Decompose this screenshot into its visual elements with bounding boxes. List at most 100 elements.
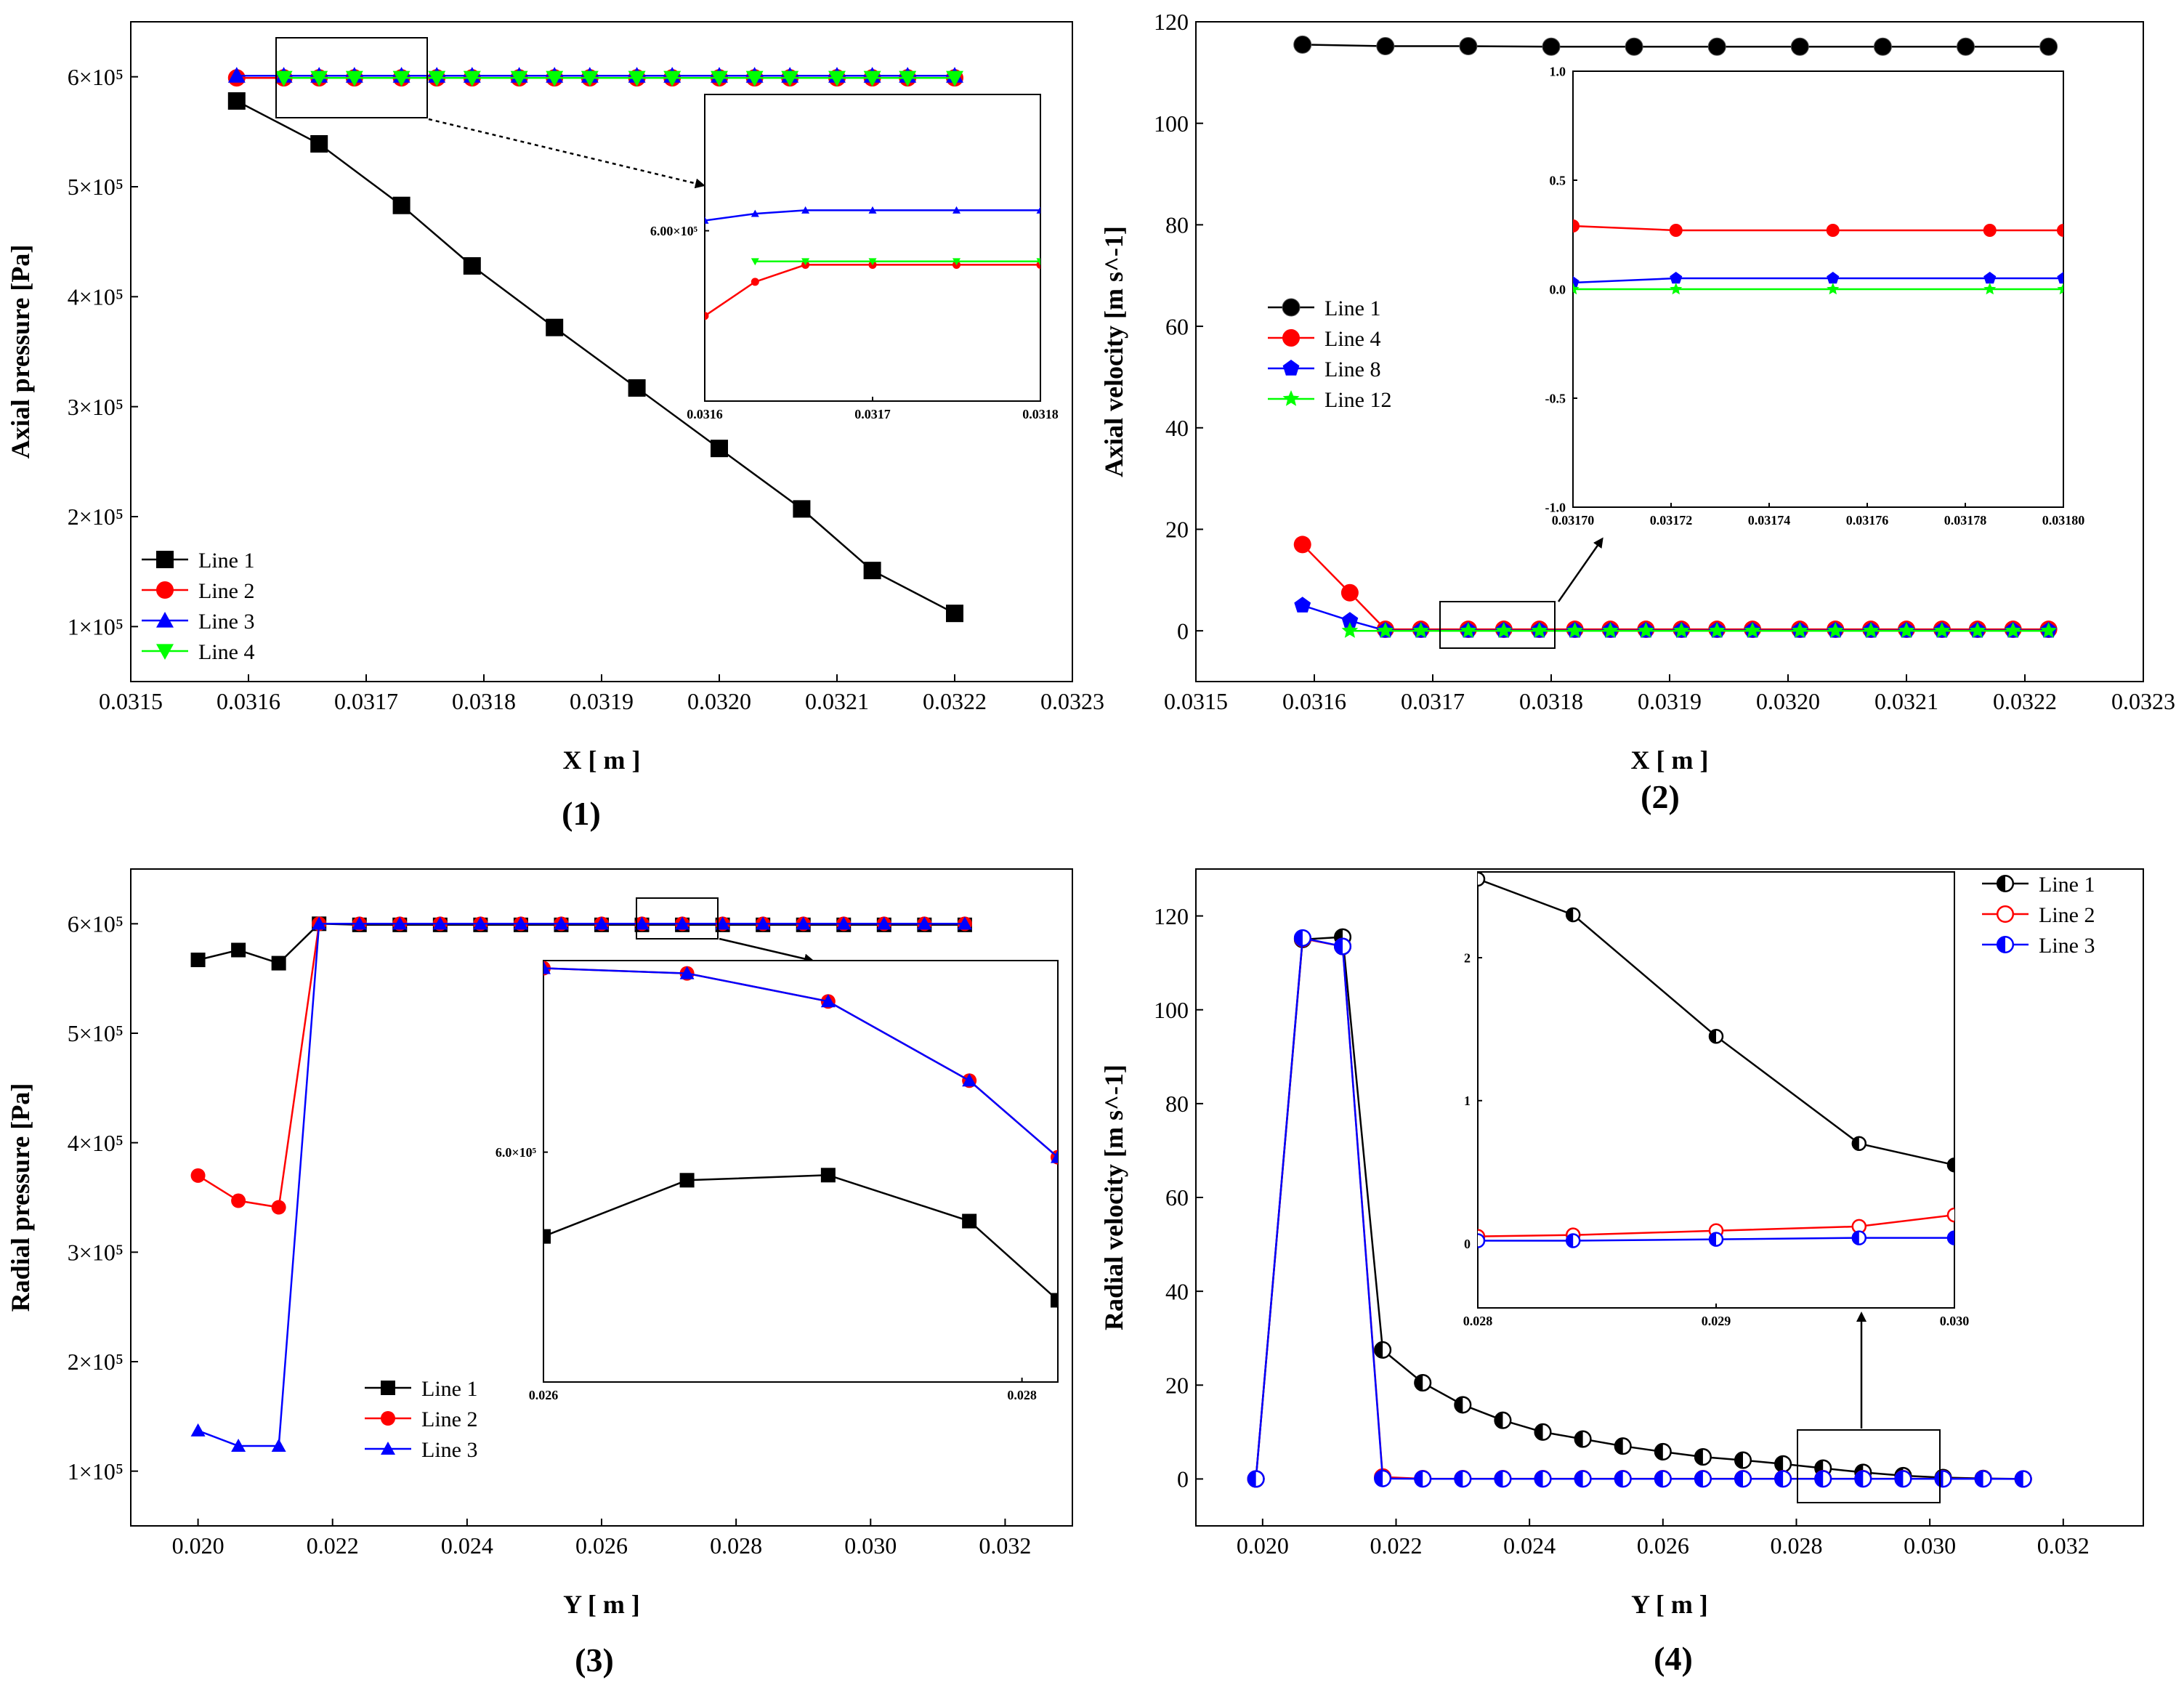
x-tick-label: 0.0317	[854, 407, 891, 421]
series-line	[705, 264, 1040, 317]
marker-line-1-half	[1455, 1397, 1463, 1413]
marker-line-3	[513, 916, 528, 930]
marker-legend-line-4	[156, 644, 174, 660]
y-tick-label: 100	[1154, 110, 1189, 137]
marker-line-12	[1495, 622, 1513, 638]
marker-line-12	[1862, 622, 1880, 638]
inset: 0.028 0.029 0.030 0 1 2	[1463, 871, 1969, 1328]
marker-line-3-half	[1855, 1471, 1864, 1487]
marker-line-4	[581, 70, 599, 87]
marker-line-3	[820, 994, 836, 1008]
marker-line-1	[863, 562, 881, 580]
marker-line-4	[745, 70, 764, 87]
marker-line-3-half	[1695, 1471, 1703, 1487]
legend-item: Line 3	[1982, 934, 2095, 958]
marker-line-3	[1814, 1470, 1832, 1488]
marker-line-3-half	[1415, 1471, 1423, 1487]
marker-line-3	[1293, 929, 1311, 947]
marker-line-3	[554, 916, 569, 930]
marker-line-3	[868, 206, 877, 214]
legend-label: Line 1	[198, 549, 254, 573]
panel-labels: (1) (2) (3) (4)	[562, 778, 1693, 1678]
x-tick-label: 0.022	[307, 1532, 359, 1559]
marker-line-1	[1051, 1293, 1058, 1308]
x-tick-label: 0.026	[575, 1532, 628, 1559]
marker-line-12	[1531, 622, 1548, 638]
x-tick-label: 0.0322	[1993, 688, 2057, 714]
y-tick-label: 6×10⁵	[68, 64, 124, 90]
marker-line-1-half	[1775, 1455, 1784, 1472]
marker-line-4	[781, 70, 799, 87]
series-line-3	[543, 961, 1058, 1163]
x-tick-label: 0.0317	[1401, 688, 1465, 714]
marker-line-3-half	[1948, 1231, 1954, 1245]
marker-line-1	[1614, 1437, 1632, 1455]
marker-line-1	[271, 955, 286, 971]
marker-line-3	[1247, 1470, 1265, 1488]
y-tick-label: 4×10⁵	[68, 284, 124, 310]
marker-line-1	[1574, 1430, 1592, 1448]
x-tick-label: 0.0316	[1282, 688, 1346, 714]
marker-line-3	[1614, 1470, 1632, 1488]
x-tick-label: 0.0316	[687, 407, 723, 421]
marker-legend-line-8	[1282, 360, 1300, 376]
x-tick-label: 0.0320	[687, 688, 751, 714]
x-tick-label: 0.020	[1237, 1532, 1289, 1559]
marker-line-4	[863, 70, 881, 87]
x-tick-label: 0.0319	[570, 688, 634, 714]
legend-item: Line 4	[1268, 327, 1380, 351]
marker-legend-line-1	[1996, 874, 2015, 893]
marker-line-3	[190, 1423, 206, 1437]
y-tick-label: 6.00×10⁵	[650, 224, 698, 238]
marker-line-4	[392, 70, 410, 87]
legend-item: Line 1	[1268, 296, 1380, 320]
legend-label: Line 3	[198, 610, 254, 634]
marker-line-12	[1744, 622, 1761, 638]
marker-line-3	[1934, 1470, 1952, 1488]
marker-line-1	[1654, 1442, 1672, 1461]
marker-line-3	[1734, 1470, 1752, 1488]
marker-line-3	[679, 966, 695, 979]
marker-line-3	[312, 916, 327, 930]
y-tick-label: 60	[1165, 1184, 1189, 1211]
marker-line-2	[1946, 1207, 1954, 1223]
y-tick-label: 80	[1165, 1091, 1189, 1117]
y-tick-label: 3×10⁵	[68, 394, 124, 420]
series-line-8	[1573, 272, 2063, 288]
panel-label-3: (3)	[575, 1641, 614, 1678]
marker-line-8	[2057, 272, 2063, 284]
x-tick-label: 0.0321	[1874, 688, 1938, 714]
y-tick-label: 3×10⁵	[68, 1240, 124, 1266]
panel-1: 0.0315 0.0316 0.0317 0.0318 0.0319 0.0320 0.03…	[6, 21, 1104, 775]
panel-4: 0.020 0.022 0.024 0.026 0.028 0.030 0.03202040…	[1099, 868, 2144, 1619]
x-tick-label: 0.0316	[217, 688, 280, 714]
marker-line-12	[2040, 622, 2057, 638]
marker-line-1	[1414, 1374, 1432, 1392]
marker-line-4	[463, 70, 481, 87]
marker-line-3-half	[1295, 930, 1303, 946]
marker-line-3	[953, 206, 960, 214]
marker-line-1	[546, 318, 564, 336]
marker-line-2	[190, 1168, 206, 1183]
marker-line-8	[1827, 272, 1840, 284]
legend-label: Line 12	[1324, 388, 1391, 412]
marker-line-12	[1708, 622, 1726, 638]
marker-line-12	[1791, 622, 1808, 638]
y-axis-title: Axial pressure [Pa]	[6, 245, 35, 459]
y-tick-label: 0	[1177, 618, 1189, 644]
y-tick-label: 100	[1154, 997, 1189, 1023]
marker-line-3-half	[1975, 1471, 1983, 1487]
marker-line-3-half	[1566, 1234, 1574, 1248]
y-tick-label: 1×10⁵	[68, 1458, 124, 1484]
marker-line-2	[271, 1200, 286, 1215]
x-tick-label: 0.0321	[805, 688, 869, 714]
marker-line-4	[953, 258, 960, 266]
marker-line-12	[1898, 622, 1915, 638]
legend-item: Line 2	[365, 1407, 477, 1431]
legend-item: Line 1	[1982, 873, 2095, 897]
legend: Line 1 Line 2 Line 3 Line 4	[142, 549, 254, 664]
marker-line-1	[2039, 37, 2058, 56]
marker-line-3-half	[1455, 1471, 1463, 1487]
marker-line-3	[543, 961, 551, 974]
marker-line-1	[962, 1213, 977, 1229]
